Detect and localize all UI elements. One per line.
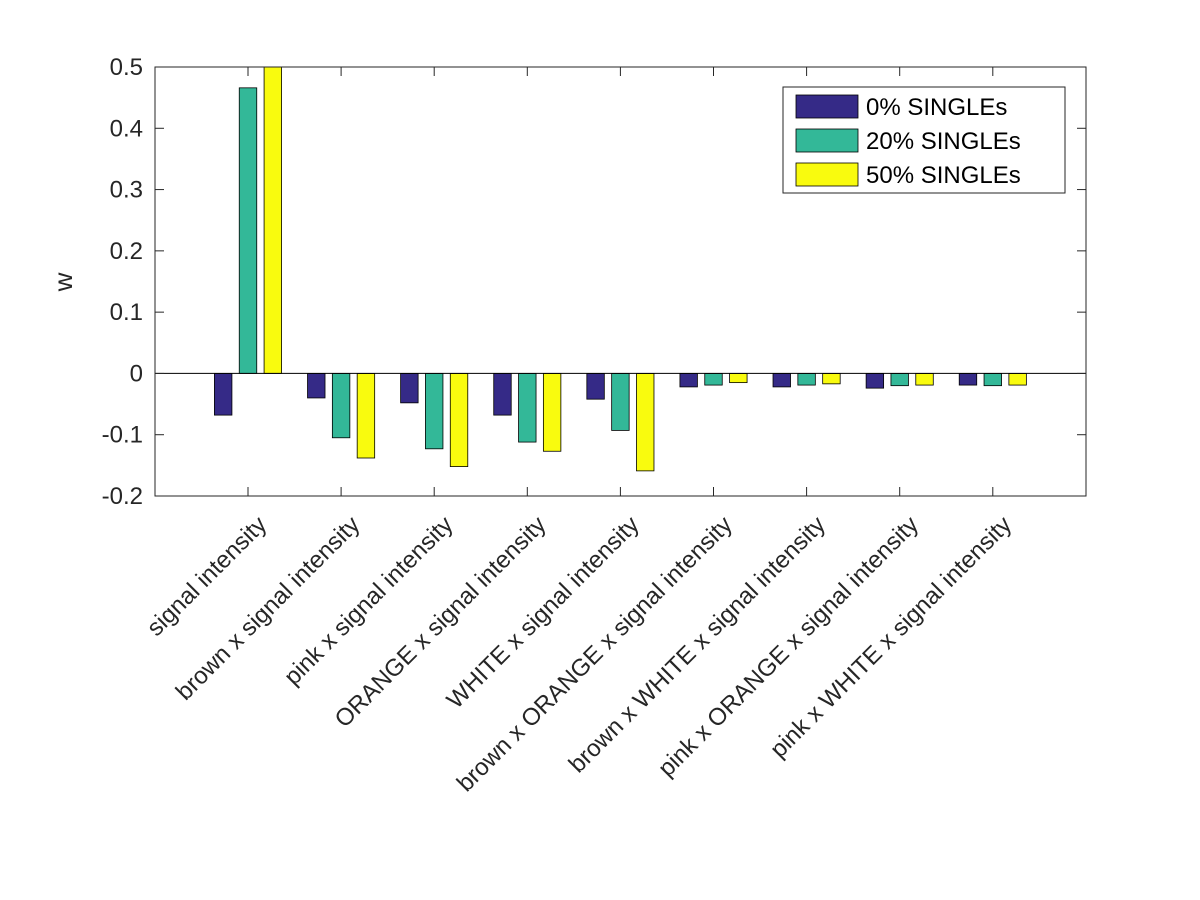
y-axis-label: w (48, 272, 78, 292)
x-tick-label: pink x signal intensity (279, 511, 458, 690)
bar (425, 373, 444, 450)
legend: 0% SINGLEs 20% SINGLEs 50% SINGLEs (782, 86, 1066, 194)
bar (586, 373, 605, 400)
bar (542, 373, 562, 452)
bar (356, 373, 376, 459)
bar (636, 373, 655, 472)
y-tick-label: -0.2 (102, 483, 143, 510)
bar (611, 373, 630, 431)
legend-swatch (795, 128, 859, 153)
bar (704, 373, 723, 386)
bar (1008, 373, 1027, 386)
bar (890, 373, 909, 387)
bar (493, 373, 512, 416)
bar (915, 373, 934, 386)
y-tick-label: 0.3 (110, 177, 143, 204)
legend-swatch (795, 94, 859, 119)
legend-swatch (795, 162, 859, 187)
bar (865, 373, 885, 389)
bar (958, 373, 978, 386)
bar (822, 373, 841, 385)
y-tick-label: -0.1 (102, 422, 143, 449)
y-tick-label: 0.4 (110, 115, 143, 142)
y-tick-label: 0.2 (110, 238, 143, 265)
bar (307, 373, 326, 399)
legend-entry-label: 50% SINGLEs (866, 162, 1021, 189)
legend-entry-label: 0% SINGLEs (866, 94, 1007, 121)
legend-entry-label: 20% SINGLEs (866, 128, 1021, 155)
x-tick-label: WHITE x signal intensity (442, 511, 645, 714)
bar (449, 373, 469, 467)
y-tick-label: 0 (130, 360, 143, 387)
bar (400, 373, 419, 404)
bar (518, 373, 537, 443)
bars-layer (214, 66, 1027, 472)
y-axis-ticks: -0.2 -0.1 0 0.1 0.2 0.3 0.4 0.5 (102, 54, 1086, 510)
bar (238, 87, 258, 374)
bar (797, 373, 816, 386)
bar (772, 373, 791, 388)
y-tick-label: 0.1 (110, 299, 143, 326)
bar (331, 373, 351, 439)
y-tick-label: 0.5 (110, 54, 143, 81)
bar (679, 373, 698, 388)
bar (729, 373, 748, 384)
bar (983, 373, 1002, 387)
bar (214, 373, 233, 416)
x-tick-label: brown x signal intensity (171, 511, 366, 706)
bar (263, 66, 282, 374)
